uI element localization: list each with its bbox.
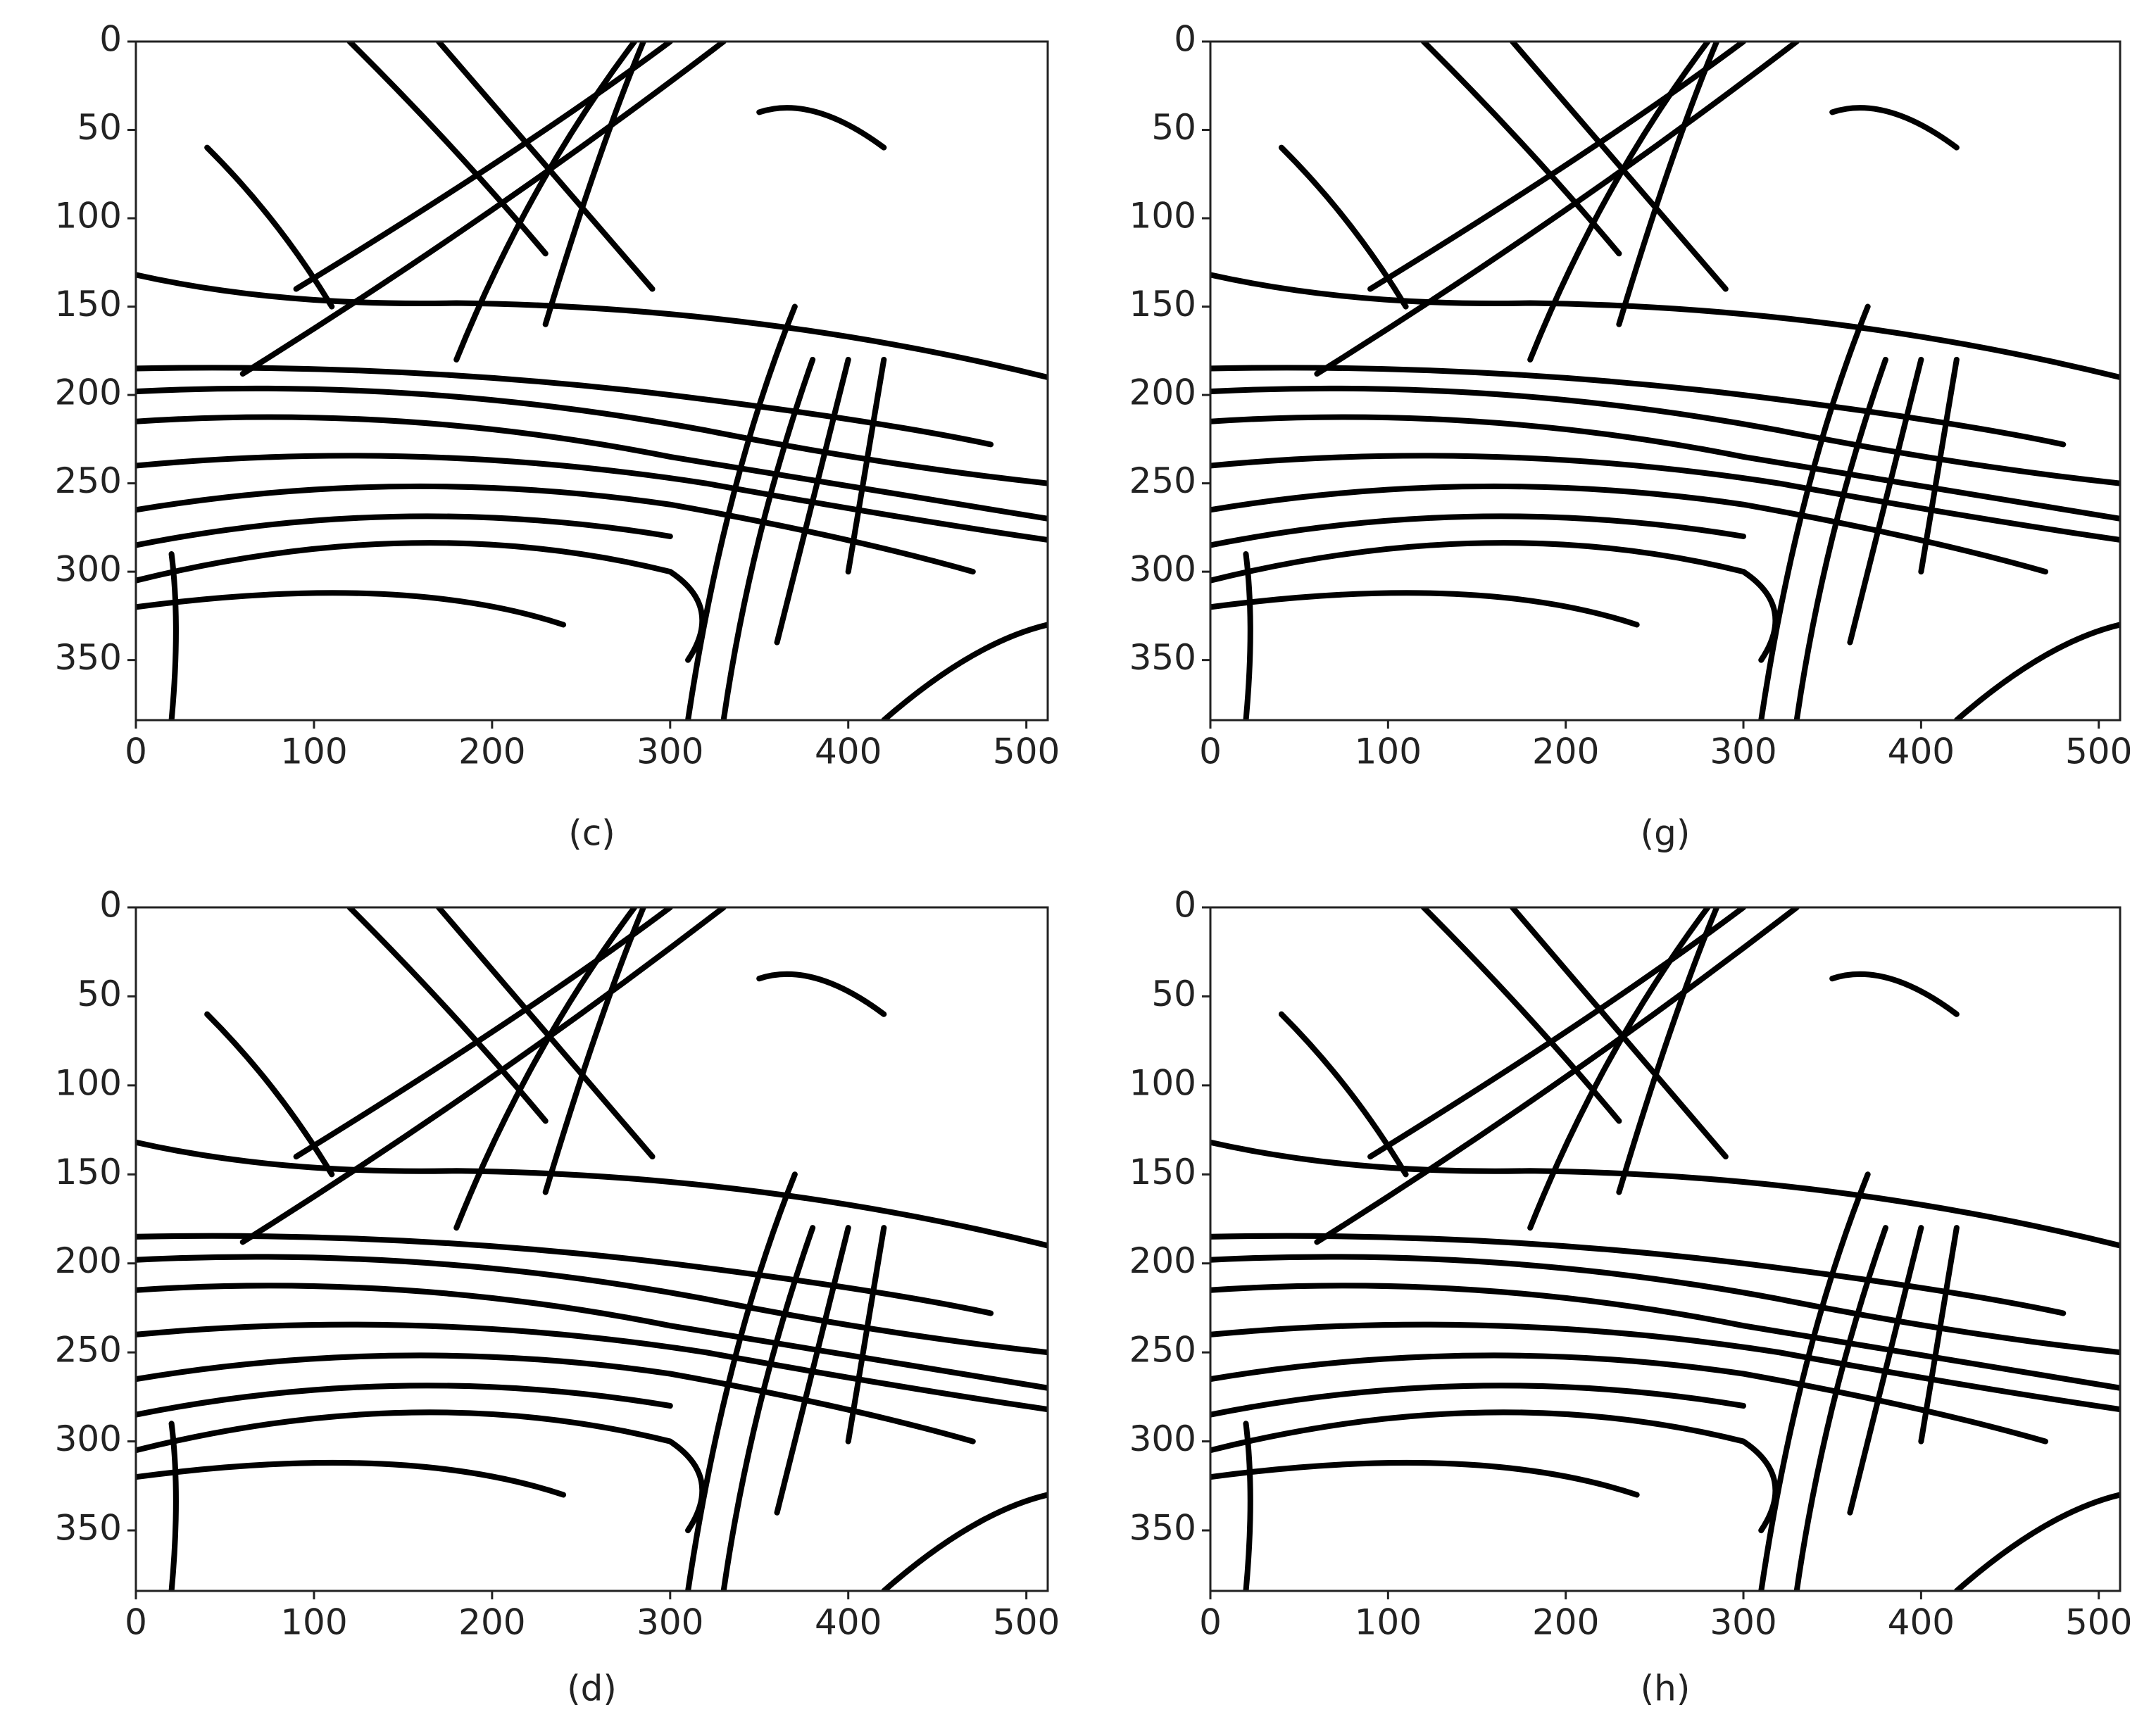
y-tick-label: 300 bbox=[55, 1418, 122, 1459]
y-tick-label: 300 bbox=[1129, 1418, 1196, 1459]
y-tick-label: 100 bbox=[55, 196, 122, 237]
y-tick-label: 250 bbox=[55, 460, 122, 501]
y-tick-label: 350 bbox=[55, 637, 122, 678]
x-tick-label: 100 bbox=[280, 1602, 347, 1643]
x-tick-label: 0 bbox=[125, 731, 147, 772]
fault-image bbox=[1210, 907, 2120, 1591]
y-tick-label: 150 bbox=[55, 284, 122, 325]
x-tick-label: 200 bbox=[458, 1602, 525, 1643]
axes-frame bbox=[134, 40, 1049, 722]
y-tick-label: 350 bbox=[55, 1508, 122, 1549]
x-tick-label: 500 bbox=[2065, 731, 2132, 772]
x-tick-label: 300 bbox=[1710, 1602, 1776, 1643]
x-tick-label: 500 bbox=[2065, 1602, 2132, 1643]
y-tick-label: 150 bbox=[1129, 284, 1196, 325]
x-tick-label: 0 bbox=[1199, 1602, 1222, 1643]
y-tick-label: 350 bbox=[1129, 1508, 1196, 1549]
y-tick-label: 50 bbox=[77, 107, 122, 148]
x-tick-label: 400 bbox=[1888, 1602, 1955, 1643]
x-tick-label: 200 bbox=[458, 731, 525, 772]
x-tick-label: 0 bbox=[1199, 731, 1222, 772]
y-tick-label: 50 bbox=[1151, 974, 1196, 1014]
y-tick-label: 100 bbox=[55, 1062, 122, 1103]
y-tick-label: 200 bbox=[55, 372, 122, 413]
panel-caption: (h) bbox=[1641, 1668, 1691, 1709]
axes-frame bbox=[1209, 40, 2121, 722]
fault-image bbox=[136, 42, 1048, 720]
axes-frame bbox=[134, 906, 1049, 1592]
panel-caption: (d) bbox=[567, 1668, 617, 1709]
y-tick-label: 0 bbox=[1174, 885, 1196, 926]
x-tick-label: 400 bbox=[1888, 731, 1955, 772]
fault-image bbox=[1210, 42, 2120, 720]
y-tick-label: 350 bbox=[1129, 637, 1196, 678]
x-tick-label: 500 bbox=[993, 1602, 1060, 1643]
y-tick-label: 300 bbox=[55, 549, 122, 590]
y-tick-label: 100 bbox=[1129, 1062, 1196, 1103]
x-tick-label: 200 bbox=[1532, 731, 1599, 772]
x-tick-label: 500 bbox=[993, 731, 1060, 772]
y-tick-label: 200 bbox=[55, 1240, 122, 1281]
x-tick-label: 100 bbox=[1355, 731, 1422, 772]
y-tick-label: 250 bbox=[1129, 460, 1196, 501]
y-tick-label: 250 bbox=[1129, 1330, 1196, 1371]
x-tick-label: 400 bbox=[815, 731, 882, 772]
y-tick-label: 150 bbox=[55, 1152, 122, 1192]
y-tick-label: 200 bbox=[1129, 1240, 1196, 1281]
x-tick-label: 400 bbox=[815, 1602, 882, 1643]
panel-caption: (g) bbox=[1641, 813, 1691, 854]
x-tick-label: 100 bbox=[280, 731, 347, 772]
y-tick-label: 50 bbox=[77, 974, 122, 1014]
y-tick-label: 300 bbox=[1129, 549, 1196, 590]
axes-frame bbox=[1209, 906, 2121, 1592]
x-tick-label: 0 bbox=[125, 1602, 147, 1643]
fault-image bbox=[136, 907, 1048, 1591]
y-tick-label: 200 bbox=[1129, 372, 1196, 413]
x-tick-label: 300 bbox=[637, 731, 703, 772]
y-tick-label: 50 bbox=[1151, 107, 1196, 148]
y-tick-label: 250 bbox=[55, 1330, 122, 1371]
x-tick-label: 300 bbox=[637, 1602, 703, 1643]
y-tick-label: 0 bbox=[1174, 19, 1196, 60]
y-tick-label: 100 bbox=[1129, 196, 1196, 237]
panel-caption: (c) bbox=[568, 813, 615, 854]
y-tick-label: 0 bbox=[99, 19, 122, 60]
x-tick-label: 100 bbox=[1355, 1602, 1422, 1643]
y-tick-label: 150 bbox=[1129, 1152, 1196, 1192]
y-tick-label: 0 bbox=[99, 885, 122, 926]
x-tick-label: 300 bbox=[1710, 731, 1776, 772]
x-tick-label: 200 bbox=[1532, 1602, 1599, 1643]
